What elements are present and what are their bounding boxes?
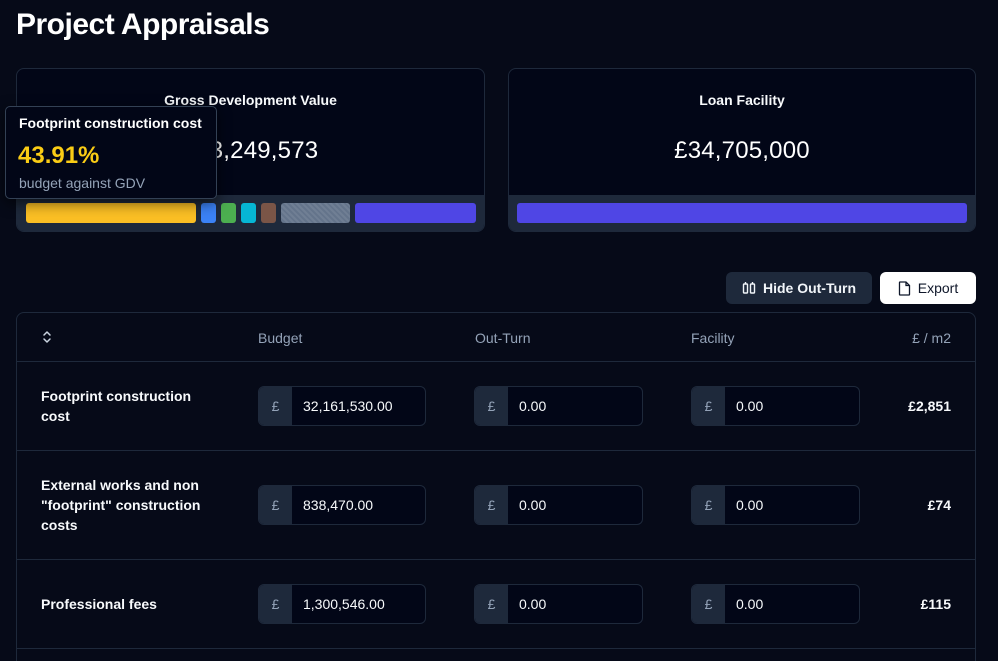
budget-field[interactable]: £ 32,161,530.00: [258, 386, 426, 426]
currency-prefix: £: [475, 486, 508, 524]
currency-prefix: £: [475, 585, 508, 623]
currency-prefix: £: [692, 387, 725, 425]
currency-prefix: £: [692, 486, 725, 524]
sort-chevrons-icon[interactable]: [41, 329, 53, 345]
outturn-input[interactable]: 0.00: [519, 497, 547, 513]
currency-prefix: £: [692, 585, 725, 623]
gdv-card: Gross Development Value £73,249,573: [16, 68, 485, 232]
outturn-field[interactable]: £ 0.00: [474, 386, 643, 426]
file-icon: [898, 280, 910, 296]
column-header-outturn[interactable]: Out-Turn: [475, 330, 531, 346]
export-label: Export: [917, 280, 959, 296]
tooltip-percent: 43.91%: [18, 142, 100, 169]
budget-input[interactable]: 32,161,530.00: [303, 398, 393, 414]
budget-input[interactable]: 838,470.00: [303, 497, 374, 513]
loan-facility-label: Loan Facility: [699, 92, 785, 108]
hide-outturn-button[interactable]: Hide Out-Turn: [726, 272, 872, 304]
column-header-facility[interactable]: Facility: [691, 330, 735, 346]
facility-input[interactable]: 0.00: [736, 596, 764, 612]
segment-footprint-construction[interactable]: [26, 203, 196, 223]
row-name: Footprint construction cost: [41, 388, 192, 424]
columns-icon: [742, 282, 756, 294]
segment-professional-fees[interactable]: [221, 203, 236, 223]
outturn-field[interactable]: £ 0.00: [474, 584, 643, 624]
outturn-input[interactable]: 0.00: [519, 398, 547, 414]
column-header-per-m2[interactable]: £ / m2: [912, 330, 951, 346]
gdv-breakdown-bar: [17, 195, 484, 231]
outturn-field[interactable]: £ 0.00: [474, 485, 643, 525]
table-row: Professional fees £ 1,300,546.00 £ 0.00 …: [17, 560, 975, 649]
table-header: Budget Out-Turn Facility £ / m2: [17, 313, 975, 362]
table-row: Footprint construction cost £ 32,161,530…: [17, 362, 975, 451]
budget-field[interactable]: £ 1,300,546.00: [258, 584, 426, 624]
facility-field[interactable]: £ 0.00: [691, 386, 860, 426]
loan-facility-card: Loan Facility £34,705,000: [508, 68, 976, 232]
loan-facility-bar: [509, 195, 975, 231]
outturn-input[interactable]: 0.00: [519, 596, 547, 612]
currency-prefix: £: [259, 387, 292, 425]
export-button[interactable]: Export: [880, 272, 976, 304]
per-m2-value: £74: [927, 497, 951, 513]
facility-field[interactable]: £ 0.00: [691, 485, 860, 525]
gdv-label: Gross Development Value: [164, 92, 337, 108]
tooltip-title: Footprint construction cost: [19, 115, 202, 131]
segment-external-works[interactable]: [201, 203, 216, 223]
currency-prefix: £: [475, 387, 508, 425]
segment-loan-facility[interactable]: [355, 203, 476, 223]
per-m2-value: £115: [920, 596, 951, 612]
budget-input[interactable]: 1,300,546.00: [303, 596, 385, 612]
currency-prefix: £: [259, 486, 292, 524]
facility-input[interactable]: 0.00: [736, 497, 764, 513]
hide-outturn-label: Hide Out-Turn: [762, 280, 857, 296]
appraisal-table: Budget Out-Turn Facility £ / m2 Footprin…: [16, 312, 976, 661]
table-row: External works and non "footprint" const…: [17, 451, 975, 560]
segment-teal[interactable]: [241, 203, 256, 223]
segment-tooltip: Footprint construction cost 43.91% budge…: [5, 106, 217, 199]
column-header-budget[interactable]: Budget: [258, 330, 303, 346]
loan-facility-value: £34,705,000: [674, 137, 810, 164]
facility-input[interactable]: 0.00: [736, 398, 764, 414]
tooltip-subtitle: budget against GDV: [19, 175, 146, 191]
row-name: Professional fees: [41, 596, 157, 612]
budget-field[interactable]: £ 838,470.00: [258, 485, 426, 525]
segment-unallocated[interactable]: [281, 203, 350, 223]
row-name: External works and non "footprint" const…: [41, 477, 201, 533]
currency-prefix: £: [259, 585, 292, 623]
facility-field[interactable]: £ 0.00: [691, 584, 860, 624]
per-m2-value: £2,851: [908, 398, 951, 414]
segment-brown[interactable]: [261, 203, 276, 223]
page-title: Project Appraisals: [16, 8, 270, 41]
loan-facility-bar-fill[interactable]: [517, 203, 967, 223]
